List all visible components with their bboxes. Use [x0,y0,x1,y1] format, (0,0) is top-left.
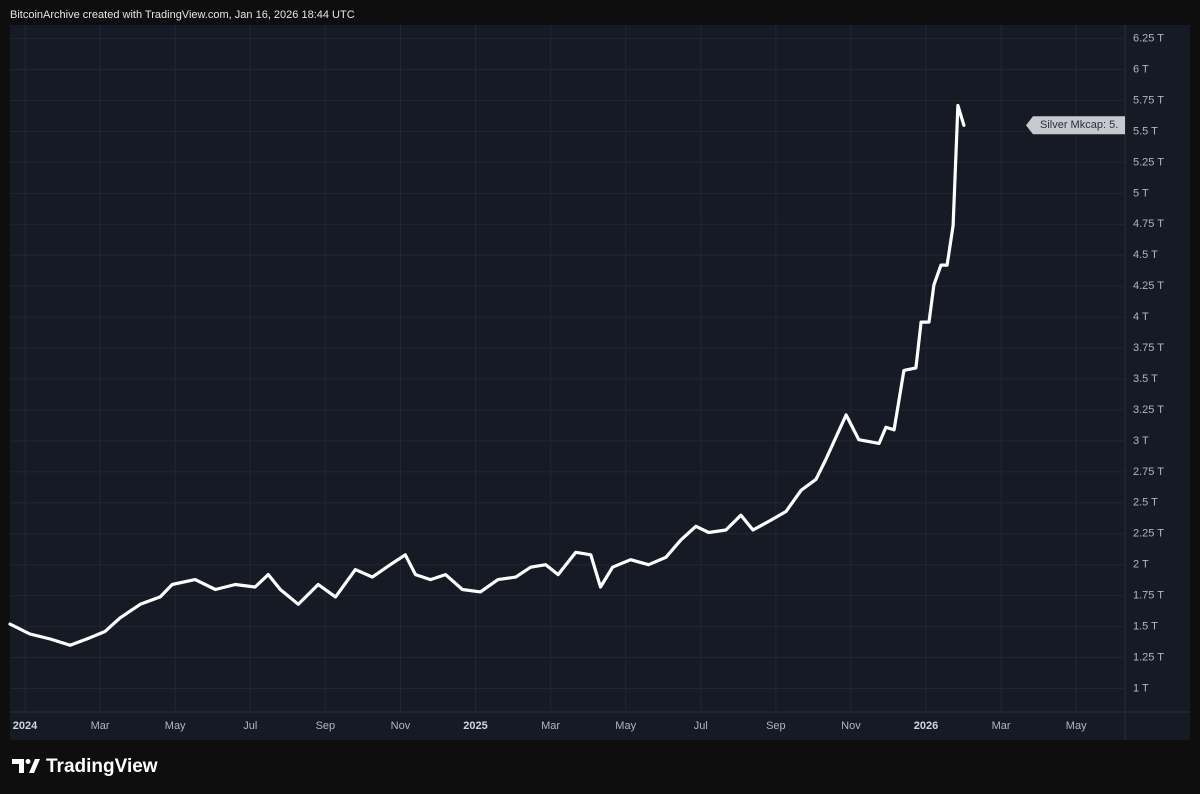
y-tick-label: 1.5 T [1133,620,1158,632]
y-tick-label: 5 T [1133,187,1149,199]
y-tick-label: 2 T [1133,559,1149,571]
x-tick-label: 2026 [914,720,938,732]
x-tick-label: Sep [766,720,786,732]
x-tick-label: Sep [316,720,336,732]
header: BitcoinArchive created with TradingView.… [10,9,355,21]
x-tick-label: Nov [841,720,861,732]
y-tick-label: 5.5 T [1133,125,1158,137]
x-tick-label: May [165,720,186,732]
x-tick-label: May [615,720,636,732]
brand: TradingView [46,756,158,777]
x-tick-label: Mar [992,720,1011,732]
y-tick-label: 1 T [1133,682,1149,694]
y-tick-label: 5.25 T [1133,156,1164,168]
x-tick-label: 2024 [13,720,38,732]
y-tick-label: 2.75 T [1133,466,1164,478]
y-tick-label: 4.25 T [1133,280,1164,292]
y-tick-label: 3.25 T [1133,404,1164,416]
y-tick-label: 3.75 T [1133,342,1164,354]
y-tick-label: 1.75 T [1133,590,1164,602]
y-tick-label: 6.25 T [1133,33,1164,45]
x-tick-label: Jul [694,720,708,732]
y-tick-label: 1.25 T [1133,651,1164,663]
x-tick-label: Mar [91,720,110,732]
x-tick-label: Jul [243,720,257,732]
plot-area [10,25,1190,740]
value-tag [1026,116,1125,135]
x-tick-label: Nov [391,720,411,732]
y-tick-label: 6 T [1133,63,1149,75]
value-tag-label: Silver Mkcap: 5. [1040,119,1118,131]
y-tick-label: 3.5 T [1133,373,1158,385]
x-tick-label: 2025 [463,720,487,732]
y-tick-label: 4.5 T [1133,249,1158,261]
x-tick-label: Mar [541,720,560,732]
y-tick-label: 4 T [1133,311,1149,323]
y-tick-label: 5.75 T [1133,94,1164,106]
y-tick-label: 2.5 T [1133,497,1158,509]
logo [12,759,40,773]
line [8,103,966,647]
x-tick-label: May [1066,720,1087,732]
y-tick-label: 3 T [1133,435,1149,447]
y-tick-label: 2.25 T [1133,528,1164,540]
y-tick-label: 4.75 T [1133,218,1164,230]
